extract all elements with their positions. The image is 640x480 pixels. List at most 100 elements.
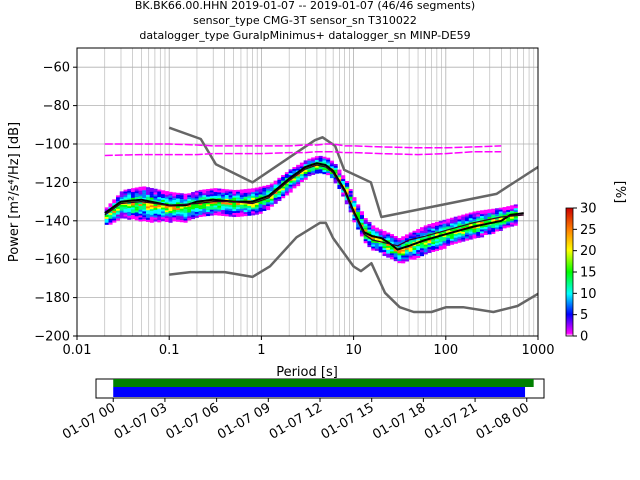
psd-series [104,126,538,314]
density-cell [217,211,222,214]
density-cell [510,220,515,223]
density-cell [209,205,214,208]
density-cell [442,246,447,249]
density-cell [123,195,128,198]
density-cell [423,244,428,247]
density-cell [472,230,477,233]
density-cell [404,236,410,239]
density-cell [224,198,229,201]
density-cell [423,240,428,243]
density-cell [453,218,458,221]
density-cell [146,219,151,222]
density-cell [183,195,188,198]
title-line-1: BK.BK66.00.HHN 2019-01-07 -- 2019-01-07 … [135,0,475,12]
density-cell [502,224,507,227]
density-cell [168,191,173,194]
density-cell [243,189,248,192]
density-cell [457,240,462,243]
density-cell [187,200,192,204]
density-cell [172,217,177,220]
density-cell [206,196,211,199]
density-cell [172,209,177,212]
density-cell [404,253,410,256]
density-cell [164,202,169,205]
density-cell [179,193,184,196]
density-cell [303,171,308,175]
density-cell [487,224,492,227]
density-cell [123,212,128,215]
density-cell [472,226,477,229]
density-cell [363,237,368,240]
density-cell [221,198,226,201]
upper_mode-line [104,143,502,149]
density-cell [123,210,128,213]
density-cell [404,247,410,250]
density-cell [344,181,349,184]
density-cell [344,198,349,201]
density-cell [187,212,192,215]
colorbar-tick-label: 10 [580,287,597,302]
density-cell [213,193,218,197]
density-cell [318,159,323,162]
density-cell [176,213,181,217]
density-cell [513,215,518,219]
density-cell [247,207,252,211]
density-cell [453,239,458,242]
density-cell [142,197,147,201]
density-cell [198,193,203,196]
density-cell [296,178,301,181]
density-cell [131,197,136,200]
density-cell [363,239,368,242]
density-cell [217,192,222,195]
density-cell [232,191,237,194]
density-cell [427,225,432,229]
density-cell [142,217,147,220]
density-cell [277,189,282,192]
density-cell [131,209,136,212]
density-cell [359,211,364,214]
density-cell [127,215,132,218]
density-cell [416,230,421,233]
density-cell [164,208,169,211]
density-cell [322,170,327,173]
density-cell [296,166,301,169]
density-cell [258,186,263,189]
density-cell [172,219,177,222]
density-cell [502,214,507,217]
density-cell [202,210,207,213]
density-cell [209,211,214,214]
density-cell [254,195,259,198]
density-cell [251,197,256,201]
density-cell [367,239,372,242]
density-cell [393,253,398,256]
density-cell [367,221,372,225]
density-cell [157,206,162,209]
density-cell [393,237,398,241]
density-cell [416,253,421,257]
density-cell [292,167,297,170]
density-cell [296,184,301,187]
density-cell [258,205,263,209]
density-cell [224,193,229,196]
density-cell [371,242,376,245]
density-cell [389,245,395,248]
density-cell [416,228,421,232]
density-cell [138,217,143,220]
density-cell [314,160,319,163]
density-cell [378,242,383,245]
y-tick-label: −200 [34,330,70,345]
density-cell [480,216,485,219]
density-cell [307,158,312,161]
density-cell [438,240,443,243]
density-cell [149,187,154,191]
density-cell [228,210,233,213]
density-cell [341,177,346,180]
density-cell [461,218,466,221]
density-cell [262,191,267,194]
density-cell [243,196,248,199]
density-cell [172,192,177,195]
density-cell [127,217,132,220]
density-cell [142,209,147,212]
density-cell [206,190,211,194]
density-cell [138,196,143,199]
